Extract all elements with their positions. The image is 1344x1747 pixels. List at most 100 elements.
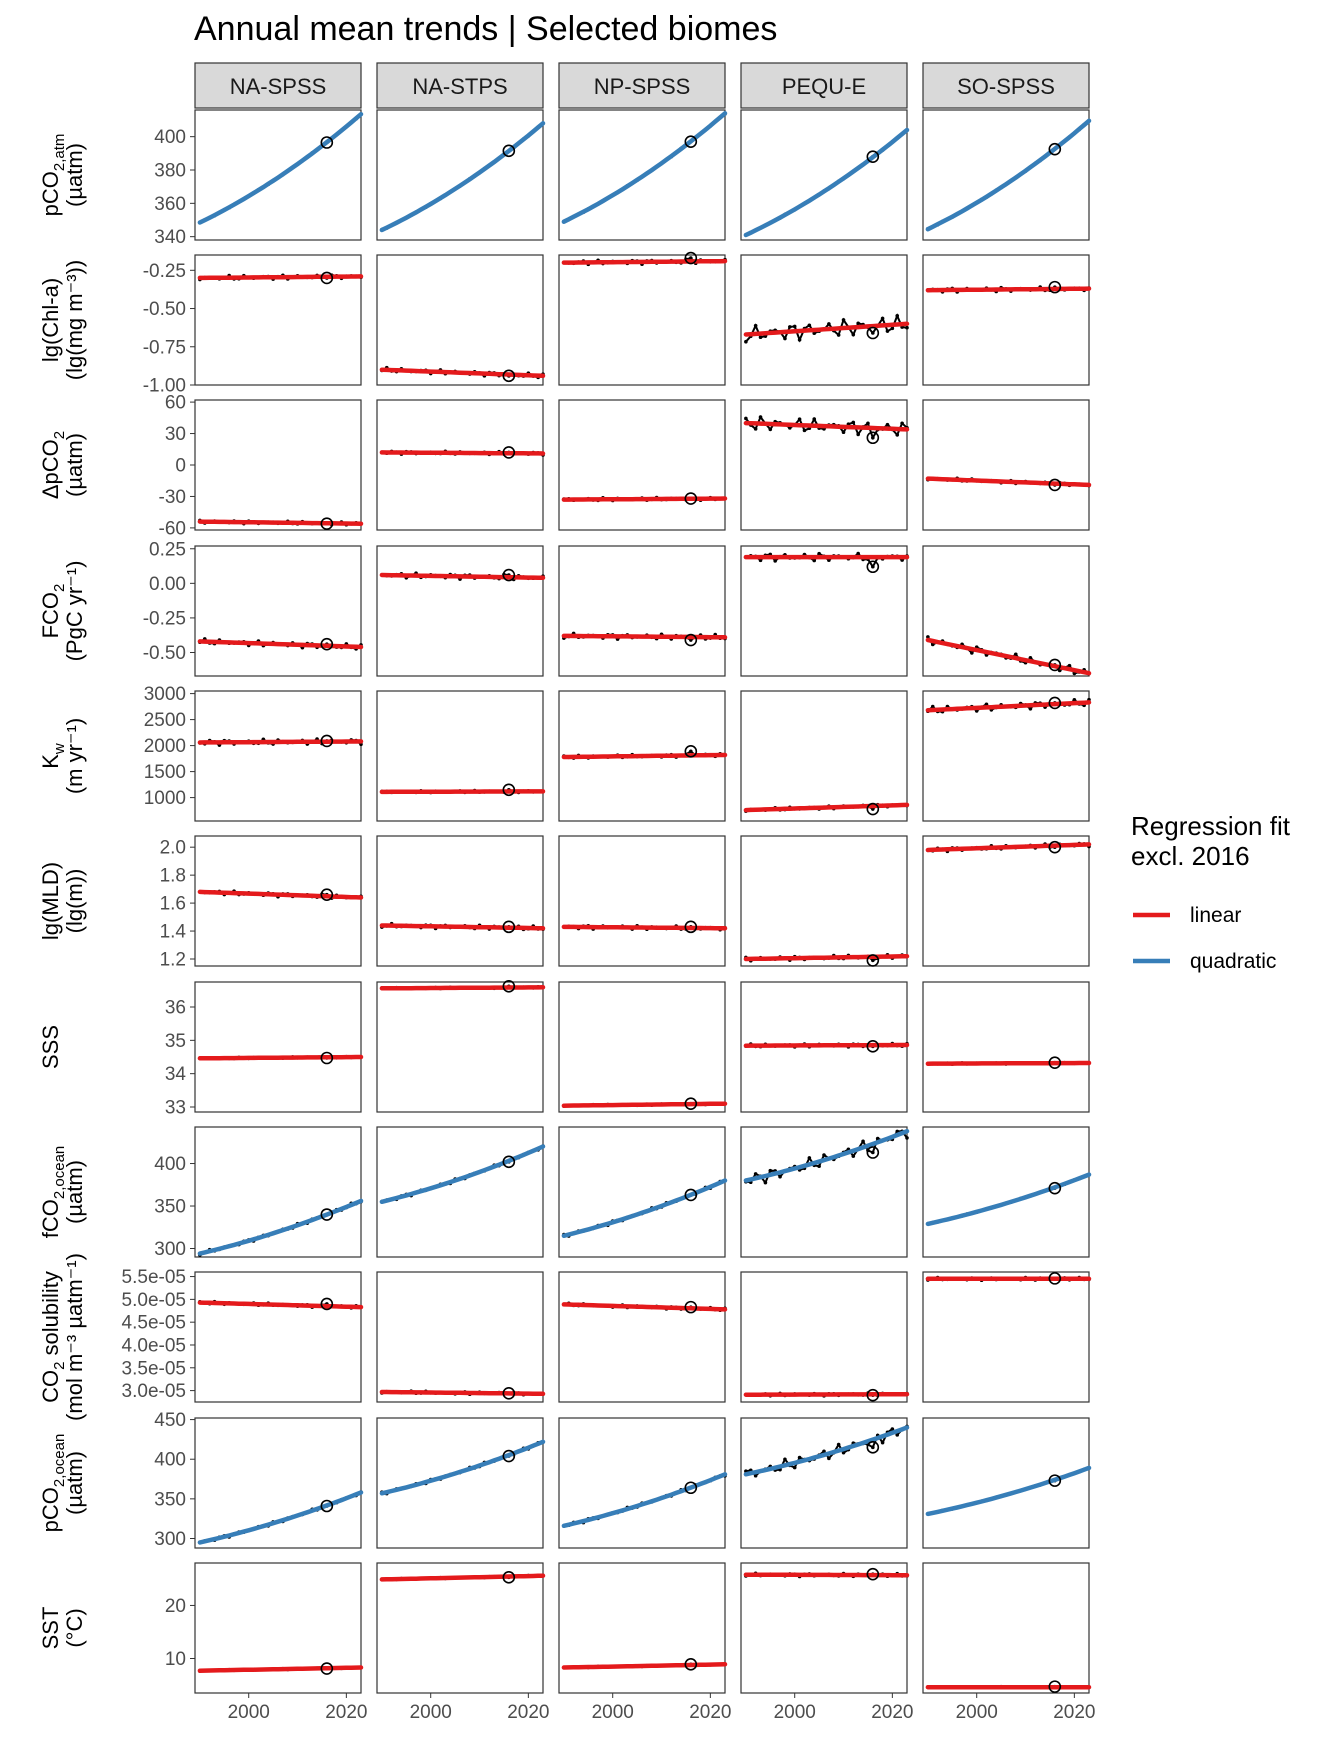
year-2016-marker (502, 783, 516, 797)
facet-panel (376, 254, 546, 386)
y-tick-label: 4.0e-05 (122, 1335, 186, 1356)
linear-fit-line (379, 789, 546, 795)
y-tick-label: -30 (159, 487, 186, 508)
quadratic-fit-line (561, 1178, 728, 1239)
y-axis-title-units: (µatm) (62, 1451, 87, 1515)
y-tick-label: -1.00 (143, 376, 186, 397)
linear-fit-line (743, 420, 910, 432)
observed-point (812, 417, 817, 421)
observed-point (895, 433, 900, 437)
y-tick-label: 340 (154, 227, 186, 248)
panel-border (740, 254, 908, 386)
facet-panel (922, 1417, 1092, 1549)
year-2016-marker (1048, 1056, 1062, 1069)
facet-panel (376, 399, 546, 531)
year-2016-marker (684, 1300, 698, 1314)
linear-fit-line (197, 889, 364, 900)
year-2016-marker (1048, 1680, 1062, 1693)
observed-point (689, 256, 693, 260)
observed-point (871, 1150, 875, 1155)
facet-panel (558, 1417, 728, 1549)
year-2016-marker (320, 1499, 334, 1513)
facet-panel (922, 1562, 1092, 1694)
panel-border (740, 1126, 908, 1258)
year-2016-marker (684, 1097, 698, 1110)
y-axis-title-units: (PgC yr⁻¹) (62, 561, 87, 662)
observed-point (797, 338, 802, 342)
year-2016-marker (1048, 658, 1062, 672)
y-axis-title: SST (38, 1607, 63, 1650)
observed-point (880, 316, 885, 321)
y-axis-title-units: (m yr⁻¹) (62, 718, 87, 794)
observed-point (1072, 697, 1077, 702)
observed-point (827, 1456, 831, 1461)
panel-border (194, 545, 362, 677)
observed-point (851, 1154, 856, 1158)
y-tick-label: 2.0 (160, 838, 186, 859)
facet-panel (194, 690, 364, 822)
facet-strip-label: PEQU-E (782, 74, 866, 99)
panel-border (376, 1126, 544, 1258)
facet-panel (558, 545, 728, 677)
facet-panel (922, 1271, 1092, 1403)
facet-panel (740, 690, 910, 822)
panel-border (922, 981, 1090, 1113)
year-2016-marker (866, 326, 880, 340)
facet-panel (558, 109, 728, 241)
observed-point (871, 1445, 875, 1450)
year-2016-marker (502, 568, 516, 582)
year-2016-marker (866, 560, 880, 574)
facet-strip (558, 62, 726, 109)
y-axis-title: lg(MLD) (38, 862, 63, 940)
panel-border (194, 1562, 362, 1694)
year-2016-marker (866, 1388, 880, 1402)
y-tick-label: 20 (165, 1596, 186, 1617)
quadratic-fit-line (743, 127, 910, 238)
facet-panel (194, 981, 364, 1113)
observed-point (905, 1136, 909, 1140)
year-2016-marker (502, 1155, 516, 1169)
y-tick-label: -60 (159, 518, 186, 539)
quadratic-fit-line (925, 1465, 1092, 1517)
panel-border (558, 254, 726, 386)
facet-panel (558, 690, 728, 822)
panel-border (376, 399, 544, 531)
y-tick-label: 400 (154, 127, 186, 148)
observed-point (758, 558, 763, 563)
year-2016-marker (320, 888, 334, 902)
y-tick-label: 0.00 (149, 574, 186, 595)
observed-point (744, 339, 748, 344)
observed-point (1013, 652, 1018, 657)
linear-fit-line (379, 367, 546, 379)
y-tick-label: 350 (154, 1489, 186, 1510)
panel-border (740, 1271, 908, 1403)
observed-point (753, 1172, 758, 1176)
linear-fit-line (197, 274, 364, 281)
facet-panel (194, 1562, 364, 1694)
y-tick-label: 1.6 (160, 894, 186, 915)
year-2016-marker (1048, 1474, 1062, 1487)
facet-panel (740, 399, 910, 531)
y-tick-label: 1.2 (160, 950, 186, 971)
y-axis-title: pCO2,atm (38, 134, 68, 217)
observed-point (783, 1457, 787, 1462)
y-axis-title-units: (µatm) (62, 143, 87, 207)
facet-panel (376, 109, 546, 241)
panel-border (558, 399, 726, 531)
x-tick-label: 2020 (1053, 1702, 1095, 1723)
y-tick-label: 300 (154, 1239, 186, 1260)
linear-fit-line (379, 1573, 546, 1582)
facet-panel (558, 251, 728, 386)
observed-point (744, 416, 748, 421)
y-axis-title-units: (lg(mg m⁻³)) (62, 260, 87, 380)
facet-panel (376, 545, 546, 677)
observed-point (856, 551, 860, 556)
y-tick-label: 300 (154, 1529, 186, 1550)
year-2016-marker (1048, 696, 1062, 710)
panel-border (558, 545, 726, 677)
y-tick-label: 350 (154, 1197, 186, 1218)
observed-point (792, 324, 797, 329)
facet-panel (376, 980, 546, 1113)
